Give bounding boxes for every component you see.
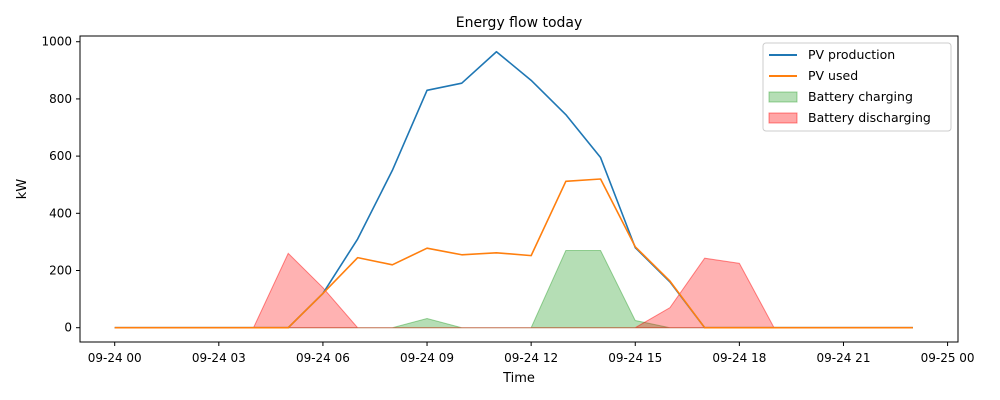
legend-label-pv-used: PV used bbox=[808, 68, 858, 83]
legend-swatch-battery-discharging bbox=[768, 112, 798, 124]
x-tick-label: 09-25 00 bbox=[921, 351, 975, 365]
series-line-pv-used bbox=[114, 178, 913, 329]
area-layer bbox=[114, 249, 913, 329]
legend: PV production PV used Battery charging Batt… bbox=[762, 42, 952, 132]
x-tick-label: 09-24 03 bbox=[192, 351, 246, 365]
x-tick-label: 09-24 18 bbox=[712, 351, 766, 365]
x-tick-label: 09-24 09 bbox=[400, 351, 454, 365]
y-tick-label: 0 bbox=[64, 321, 72, 335]
series-area-battery-charging bbox=[114, 249, 913, 329]
chart-title: Energy flow today bbox=[456, 15, 583, 31]
x-axis-label: Time bbox=[502, 371, 535, 386]
y-tick-label: 800 bbox=[49, 92, 72, 106]
series-area-battery-discharging bbox=[114, 252, 913, 329]
y-axis-label: kW bbox=[15, 179, 30, 200]
plot-frame bbox=[79, 35, 959, 343]
x-tick-label: 09-24 12 bbox=[504, 351, 558, 365]
y-tick-label: 600 bbox=[49, 149, 72, 163]
y-tick-label: 400 bbox=[49, 206, 72, 220]
x-tick-label: 09-24 00 bbox=[88, 351, 142, 365]
x-tick-label: 09-24 21 bbox=[817, 351, 871, 365]
legend-box bbox=[762, 42, 952, 132]
line-layer bbox=[114, 50, 913, 329]
legend-label-battery-discharging: Battery discharging bbox=[808, 110, 931, 125]
y-tick-label: 1000 bbox=[41, 35, 72, 49]
legend-label-pv-production: PV production bbox=[808, 47, 895, 62]
y-tick-label: 200 bbox=[49, 264, 72, 278]
x-tick-label: 09-24 15 bbox=[608, 351, 662, 365]
legend-label-battery-charging: Battery charging bbox=[808, 89, 913, 104]
y-axis-ticks: 0 200 400 600 800 1000 bbox=[41, 35, 80, 335]
x-axis-ticks: 09-24 00 09-24 03 09-24 06 09-24 09 09-24 12… bbox=[88, 342, 975, 365]
x-tick-label: 09-24 06 bbox=[296, 351, 350, 365]
legend-swatch-battery-charging bbox=[768, 91, 798, 103]
